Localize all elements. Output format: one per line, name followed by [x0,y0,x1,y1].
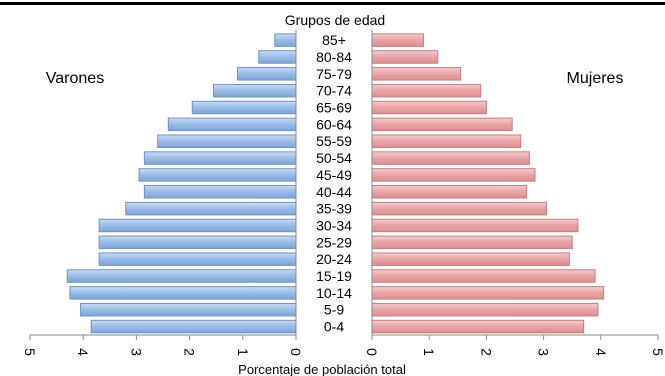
legend-mujeres: Mujeres [567,70,624,87]
bar-mujeres-85+ [371,33,424,47]
bar-varones-0-4 [90,319,297,334]
mujeres-bars [371,33,605,334]
bar-mujeres-50-54 [371,151,530,165]
age-group-label: 80-84 [316,49,352,65]
tick-label-right: 0 [364,348,380,356]
tick-label-right: 4 [593,348,609,356]
bar-mujeres-55-59 [371,134,522,148]
bar-varones-85+ [274,33,297,47]
age-group-label: 5-9 [324,302,344,318]
tick-label-left: 1 [235,348,251,356]
bar-mujeres-30-34 [371,218,579,233]
bar-mujeres-35-39 [371,201,547,216]
age-group-label: 25-29 [316,234,352,250]
age-group-label: 35-39 [316,201,352,217]
legend-varones: Varones [46,70,104,87]
bar-mujeres-65-69 [371,100,487,115]
chart-title: Grupos de edad [285,12,385,28]
bar-mujeres-60-64 [371,117,513,132]
bar-varones-75-79 [236,67,297,81]
tick-label-left: 5 [22,348,38,356]
tick-label-left: 4 [75,348,91,356]
bar-mujeres-25-29 [371,235,573,250]
age-group-label: 70-74 [316,83,352,99]
bar-mujeres-45-49 [371,168,536,182]
age-group-label: 45-49 [316,167,352,183]
bar-varones-15-19 [66,269,297,283]
bar-varones-30-34 [98,218,297,233]
bar-varones-50-54 [143,151,297,165]
bar-varones-70-74 [213,83,297,98]
age-group-label: 50-54 [316,150,352,166]
bar-mujeres-15-19 [371,269,596,283]
age-group-label: 30-34 [316,217,352,233]
bar-varones-35-39 [125,201,297,216]
tick-label-right: 1 [421,348,437,356]
bar-mujeres-20-24 [371,252,570,266]
age-group-label: 55-59 [316,133,352,149]
age-group-label: 65-69 [316,100,352,116]
bar-mujeres-10-14 [371,286,605,300]
age-group-label: 10-14 [316,285,352,301]
bar-mujeres-75-79 [371,67,462,81]
bar-varones-5-9 [80,302,297,317]
age-group-label: 20-24 [316,251,352,267]
age-group-labels: 0-45-910-1415-1920-2425-2930-3435-3940-4… [316,32,352,334]
bar-mujeres-0-4 [371,319,585,334]
age-group-label: 40-44 [316,184,352,200]
age-group-label: 0-4 [324,319,344,335]
varones-bars [66,33,297,334]
bar-varones-40-44 [143,185,297,199]
age-group-label: 85+ [322,32,346,48]
bar-mujeres-80-84 [371,50,439,64]
tick-label-right: 5 [650,348,665,356]
tick-label-left: 2 [182,348,198,356]
bar-varones-65-69 [191,100,297,115]
tick-label-right: 2 [478,348,494,356]
bar-varones-60-64 [167,117,297,132]
bar-varones-80-84 [258,50,297,64]
bar-mujeres-5-9 [371,302,599,317]
age-group-label: 75-79 [316,66,352,82]
bar-varones-20-24 [98,252,297,266]
bar-mujeres-40-44 [371,185,527,199]
x-axis-ticks: 0 0 1 1 2 2 3 3 4 4 5 5 [22,335,665,356]
bar-varones-10-14 [69,286,297,300]
bar-varones-45-49 [138,168,297,182]
bar-varones-55-59 [157,134,297,148]
x-axis-label: Porcentaje de población total [238,362,406,376]
tick-label-right: 3 [536,348,552,356]
tick-label-left: 0 [288,348,304,356]
bar-varones-25-29 [98,235,297,250]
bar-mujeres-70-74 [371,83,482,98]
age-group-label: 60-64 [316,116,352,132]
tick-label-left: 3 [128,348,144,356]
age-group-label: 15-19 [316,268,352,284]
